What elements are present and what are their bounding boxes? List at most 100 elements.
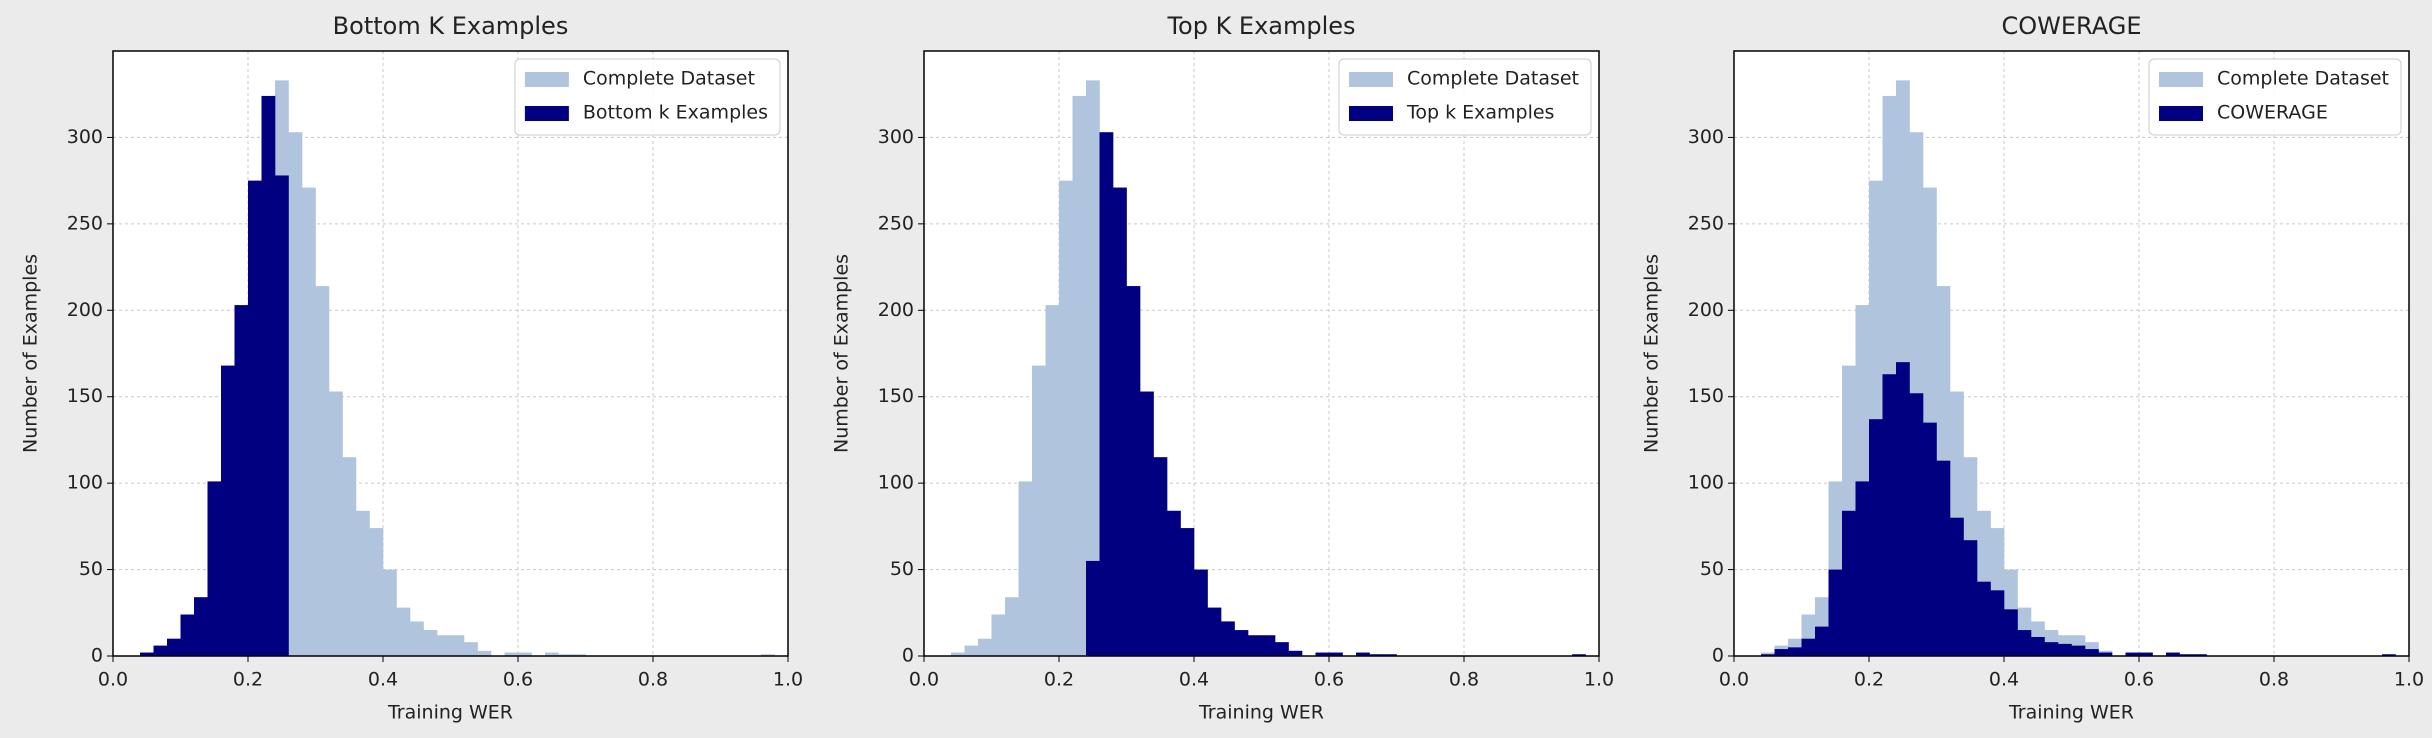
- histogram-bar: [1923, 422, 1937, 656]
- x-tick-label: 0.6: [503, 669, 533, 691]
- histogram-bar: [1774, 649, 1789, 656]
- histogram-bar: [1909, 393, 1924, 656]
- histogram-bar: [2139, 652, 2153, 656]
- histogram-bar: [1288, 650, 1303, 656]
- y-tick-label: 150: [1688, 385, 1724, 407]
- histogram-bar: [140, 652, 154, 656]
- y-tick-label: 0: [1712, 645, 1724, 667]
- histogram-bar: [2004, 609, 2018, 656]
- histogram-bar: [2193, 654, 2207, 656]
- histogram-bar: [1261, 635, 1276, 656]
- histogram-bar: [504, 652, 519, 656]
- histogram-bar: [991, 614, 1006, 656]
- histogram-bar: [2071, 645, 2086, 656]
- y-tick-label: 100: [67, 472, 103, 494]
- legend-swatch: [1348, 72, 1393, 87]
- plot-frame: [1733, 50, 2410, 657]
- y-tick-label: 250: [67, 212, 103, 234]
- histogram-bar: [1234, 630, 1249, 656]
- legend-box: [514, 58, 781, 136]
- histogram-bar: [1194, 569, 1208, 656]
- histogram-bar: [978, 638, 992, 656]
- histogram-bar: [572, 654, 586, 656]
- y-tick-label: 250: [878, 212, 914, 234]
- histogram-bar: [1329, 652, 1343, 656]
- x-tick-label: 0.8: [2259, 669, 2289, 691]
- histogram-bar: [545, 652, 559, 656]
- x-tick-label: 0.0: [1719, 669, 1749, 691]
- histogram-bar: [261, 95, 276, 656]
- y-axis-label: Number of Examples: [20, 254, 42, 453]
- x-tick-label: 0.6: [1314, 669, 1344, 691]
- plot-frame: [112, 50, 789, 657]
- x-tick-label: 0.2: [1044, 669, 1074, 691]
- y-tick-label: 200: [67, 299, 103, 321]
- histogram-bar: [1855, 481, 1870, 656]
- x-tick-label: 0.2: [1854, 669, 1884, 691]
- histogram-bar: [1248, 635, 1262, 656]
- y-tick-label: 150: [878, 385, 914, 407]
- histogram-bar: [180, 614, 195, 656]
- plot-frame: [923, 50, 1600, 657]
- x-tick-label: 0.4: [1989, 669, 2019, 691]
- histogram-bar: [396, 607, 411, 656]
- histogram-bar: [558, 654, 573, 656]
- legend-label: Complete Dataset: [1407, 68, 1579, 90]
- histogram-bar: [2382, 654, 2396, 656]
- histogram-bar: [423, 630, 438, 656]
- histogram-bar: [1896, 362, 1910, 656]
- y-tick-label: 0: [91, 645, 103, 667]
- legend-label: Top k Examples: [1406, 102, 1554, 124]
- histogram-bar: [1113, 187, 1127, 657]
- y-tick-label: 50: [890, 558, 914, 580]
- y-tick-label: 300: [1688, 126, 1724, 148]
- histogram-bar: [1869, 419, 1883, 656]
- histogram-bar: [2017, 630, 2032, 656]
- y-tick-label: 100: [1688, 472, 1724, 494]
- histogram-bar: [1315, 652, 1330, 656]
- y-tick-label: 150: [67, 385, 103, 407]
- histogram-bar: [248, 180, 262, 656]
- histogram-bar: [951, 652, 965, 656]
- histogram-bar: [1153, 457, 1168, 656]
- histogram-bar: [194, 597, 208, 656]
- y-axis-label: Number of Examples: [1641, 254, 1663, 453]
- legend-label: COWERAGE: [2217, 102, 2328, 124]
- histogram-bar: [1815, 626, 1829, 656]
- histogram-bar: [2044, 642, 2059, 656]
- y-tick-label: 300: [878, 126, 914, 148]
- histogram-bar: [1180, 528, 1195, 656]
- x-tick-label: 0.4: [1179, 669, 1209, 691]
- legend-box: [2148, 58, 2402, 136]
- histogram-bar: [410, 621, 424, 656]
- histogram-bar: [2058, 643, 2072, 656]
- histogram-bar: [1788, 647, 1802, 656]
- histogram-bar: [1140, 391, 1154, 656]
- histogram-bar: [1950, 517, 1964, 656]
- histogram-bar: [1761, 654, 1775, 656]
- histogram-bar: [288, 132, 303, 656]
- histogram-bar: [221, 365, 235, 656]
- chart-title: Top K Examples: [1166, 12, 1355, 40]
- histogram-bar: [2125, 652, 2140, 656]
- histogram-bar: [153, 645, 168, 656]
- x-tick-label: 0.2: [233, 669, 263, 691]
- histogram-bar: [1099, 132, 1114, 656]
- x-axis-label: Training WER: [1198, 702, 1324, 724]
- x-tick-label: 0.0: [98, 669, 128, 691]
- x-axis-label: Training WER: [2008, 702, 2134, 724]
- histogram-bar: [477, 650, 492, 656]
- histogram-bar: [1275, 642, 1289, 656]
- histogram-bar: [383, 569, 397, 656]
- histogram-bar: [1842, 510, 1856, 656]
- histogram-bar: [964, 645, 979, 656]
- histogram-bar: [1882, 374, 1897, 656]
- y-axis-label: Number of Examples: [831, 254, 853, 453]
- histogram-bar: [234, 305, 249, 656]
- histogram-bar: [1207, 607, 1222, 656]
- y-tick-label: 300: [67, 126, 103, 148]
- histogram-bar: [1221, 621, 1235, 656]
- histogram-bar: [315, 286, 330, 656]
- histogram-bar: [2179, 654, 2194, 656]
